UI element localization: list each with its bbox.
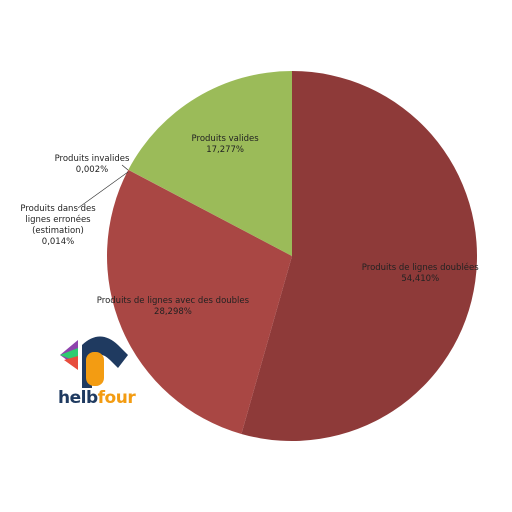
slice-value: 0,002%: [75, 165, 109, 175]
logo-text-b: four: [97, 388, 136, 408]
leader-line: [121, 164, 129, 171]
slice-label: Produits invalides 0,002%: [47, 154, 137, 176]
slice-name: Produits de lignes avec des doubles: [96, 295, 250, 306]
slice: [106, 169, 292, 434]
slice-value: 17,277%: [206, 145, 245, 156]
slices: [77, 71, 478, 441]
slice-value: 54,410%: [401, 273, 440, 284]
slice: [128, 169, 292, 256]
logo-text-a: helb: [58, 388, 98, 408]
slice-value: 0,014%: [41, 237, 75, 247]
slice-name: Produits valides: [191, 134, 259, 145]
slice: [128, 169, 292, 256]
slice-name: Produits dans des lignes erronées (estim…: [20, 204, 96, 236]
leader-line: [77, 171, 129, 209]
slice: [128, 71, 292, 256]
logo-text: helbfour: [58, 388, 136, 408]
slice-label: Produits dans des lignes erronées (estim…: [18, 204, 98, 248]
slice: [241, 71, 478, 441]
slice-label: Produits valides 17,277%: [145, 134, 305, 156]
slice-label: Produits de lignes avec des doubles 28,29…: [93, 296, 253, 318]
slice-value: 28,298%: [154, 306, 192, 317]
slice-label: Produits de lignes doublées 54,410%: [340, 263, 500, 285]
logo-mark: [60, 336, 128, 388]
slice-name: Produits invalides: [54, 154, 130, 164]
slice-name: Produits de lignes doublées: [361, 262, 479, 273]
